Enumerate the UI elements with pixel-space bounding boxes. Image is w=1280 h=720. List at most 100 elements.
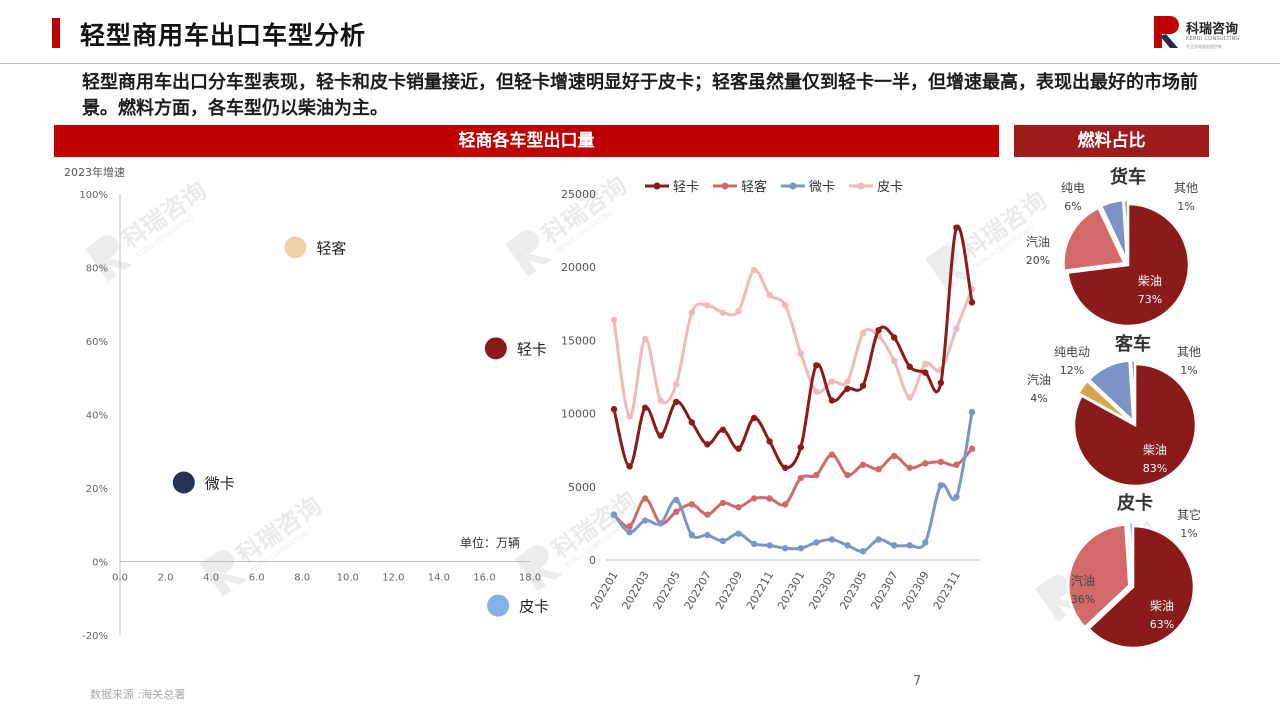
data-point [641,517,649,524]
data-point [673,398,680,406]
section-band-fuel: 燃料占比 [1014,125,1209,157]
data-point [688,531,696,539]
data-point [719,426,727,433]
data-point [657,397,664,404]
legend-marker [857,182,865,190]
legend-label: 微卡 [809,180,835,195]
pie-slice [1122,198,1130,262]
data-point [688,501,696,508]
data-point [782,302,789,309]
data-point [704,511,711,518]
data-point [906,542,913,549]
data-point [859,329,867,337]
data-point [688,419,696,426]
scatter-point-label: 微卡 [205,474,235,492]
data-point [610,316,618,324]
pie-slice [1127,520,1135,584]
pie-slice-label: 纯电 [1061,181,1085,195]
series-line [612,447,974,529]
data-point [735,307,742,315]
scatter-point [172,471,195,494]
data-point [906,394,913,401]
scatter-x-tick: 12.0 [382,573,404,584]
data-point [735,504,742,511]
data-point [719,499,727,507]
data-point [673,508,680,515]
scatter-chart: 2023年增速 单位：万辆 -20% 0% 20% 40% 60% 80% 100% 0.0 2… [64,165,549,642]
data-point [875,536,882,543]
data-point [673,496,680,504]
scatter-y-tick: -20% [82,631,108,642]
data-point [735,445,742,452]
pie-slice [1076,379,1133,424]
pie-title: 货车 [1110,166,1146,188]
watermark-text: 科瑞咨询 [117,176,212,254]
data-source: 数据来源 :海关总署 [90,688,186,701]
data-point [766,291,773,299]
data-point [626,528,633,536]
data-point [626,523,633,530]
line-series [610,266,976,420]
line-y-tick: 10000 [561,408,596,421]
title-accent-bar [52,18,60,48]
line-x-tick: 202203 [619,569,651,612]
data-point [782,545,789,552]
scatter-x-tick: 6.0 [249,573,265,584]
logo-text: 科瑞咨询 [1186,22,1239,37]
data-point [719,309,727,316]
data-point [750,495,758,502]
data-point [953,461,960,469]
legend-item: 皮卡 [849,180,903,195]
data-point [704,441,711,448]
watermark-text: 科瑞咨询 [957,186,1052,264]
line-chart: 0500010000150002000025000202201202203202… [561,179,980,612]
data-point [859,548,867,555]
data-point [968,408,976,416]
line-x-tick: 202209 [713,569,745,612]
legend-marker [721,182,729,190]
data-point [688,309,696,316]
legend-label: 轻卡 [673,180,699,195]
data-point [875,466,882,473]
data-point [797,474,804,482]
pie-slice-label: 柴油 [1150,599,1174,613]
data-point [797,444,804,451]
data-point [704,302,711,309]
data-point [953,493,960,501]
data-point [828,378,836,385]
brand-logo: 科瑞咨询 KERUI CONSULTING 专业咨询服务提供商 [1152,14,1242,54]
series-line [612,224,974,470]
scatter-y-tick: 100% [79,190,108,201]
pie-slice-percent: 6% [1064,200,1081,213]
data-point [813,362,820,369]
watermark-text: 科瑞咨询 [537,171,632,249]
scatter-x-tick: 18.0 [519,573,541,584]
line-y-tick: 15000 [561,334,596,347]
scatter-point-label: 皮卡 [519,598,549,616]
legend-marker [789,182,797,190]
pie-slice-label: 纯电动 [1054,345,1090,359]
scatter-y-tick: 40% [86,411,108,422]
data-point [797,545,804,552]
data-point [844,385,851,392]
pie-slice-label: 其他 [1177,345,1201,359]
scatter-point [284,236,307,259]
data-point [641,404,649,411]
data-point [890,452,898,460]
pie-slice-percent: 83% [1143,462,1167,475]
data-point [813,539,820,546]
data-point [782,501,789,508]
line-series [610,445,976,530]
pie-slice-percent: 20% [1026,254,1050,267]
pie-slice-percent: 73% [1138,293,1162,306]
data-point [828,536,836,543]
pie-slice-label: 汽油 [1026,234,1050,249]
scatter-x-tick: 4.0 [203,573,219,584]
data-point [610,511,618,518]
pie-slice-label: 柴油 [1143,443,1167,457]
line-series [610,408,976,555]
line-y-tick: 25000 [561,188,596,201]
scatter-x-tick: 14.0 [428,573,450,584]
